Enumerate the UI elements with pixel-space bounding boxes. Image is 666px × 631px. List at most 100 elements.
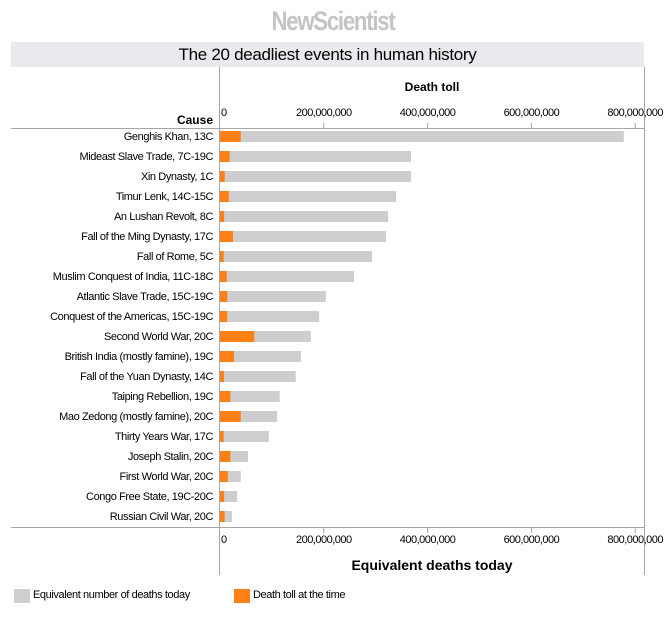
bottom-axis-ticks: 0 200,000,000 400,000,000 600,000,000 800,00… (221, 528, 664, 546)
bar-death-toll-at-time (220, 471, 228, 482)
newscientist-logo: NewScientist (271, 6, 395, 36)
bar-equivalent-today (220, 431, 269, 442)
bar-death-toll-at-time (220, 371, 224, 382)
bar-row: Xin Dynasty, 1C (141, 171, 411, 183)
bar-row: Mao Zedong (mostly famine), 20C (59, 411, 278, 423)
top-tick-label: 400,000,000 (400, 107, 456, 119)
legend-label-today: Equivalent number of deaths today (33, 589, 190, 601)
category-label: Genghis Khan, 13C (124, 131, 214, 143)
bar-death-toll-at-time (220, 451, 231, 462)
bar-row: Mideast Slave Trade, 7C-19C (80, 151, 411, 163)
category-label: Taiping Rebellion, 19C (112, 391, 214, 403)
category-label: An Lushan Revolt, 8C (114, 211, 213, 223)
bar-death-toll-at-time (220, 431, 224, 442)
bar-death-toll-at-time (220, 211, 225, 222)
top-axis-label: Death toll (405, 80, 460, 94)
chart-title: The 20 deadliest events in human history (178, 45, 477, 64)
bar-row: First World War, 20C (120, 471, 241, 483)
bar-death-toll-at-time (220, 271, 227, 282)
bottom-tick-label: 800,000,000 (607, 534, 663, 546)
category-label: Russian Civil War, 20C (110, 511, 214, 523)
bar-row: Thirty Years War, 17C (115, 431, 269, 443)
bar-equivalent-today (220, 291, 326, 302)
bar-equivalent-today (220, 371, 296, 382)
legend-label-at-time: Death toll at the time (253, 589, 346, 601)
bottom-tick-label: 600,000,000 (504, 534, 560, 546)
category-label: Muslim Conquest of India, 11C-18C (53, 271, 214, 283)
category-label: Fall of the Ming Dynasty, 17C (81, 231, 213, 243)
bar-row: British India (mostly famine), 19C (65, 351, 301, 363)
bar-row: An Lushan Revolt, 8C (114, 211, 389, 223)
bar-death-toll-at-time (220, 411, 241, 422)
bar-row: Congo Free State, 19C-20C (86, 491, 238, 503)
top-tick-label: 600,000,000 (504, 107, 560, 119)
top-tick-label: 800,000,000 (607, 107, 663, 119)
legend-swatch-today (14, 589, 30, 603)
category-label: Mao Zedong (mostly famine), 20C (59, 411, 213, 423)
category-label: First World War, 20C (120, 471, 214, 483)
bar-death-toll-at-time (220, 391, 231, 402)
bar-equivalent-today (220, 351, 301, 362)
bar-death-toll-at-time (220, 231, 233, 242)
category-label: Atlantic Slave Trade, 15C-19C (77, 291, 214, 303)
bar-death-toll-at-time (220, 351, 235, 362)
bar-row: Second World War, 20C (104, 331, 311, 343)
category-label: Congo Free State, 19C-20C (86, 491, 213, 503)
bar-death-toll-at-time (220, 131, 241, 142)
chart-rows: Genghis Khan, 13C Mideast Slave Trade, 7C… (50, 131, 624, 523)
bar-equivalent-today (220, 331, 311, 342)
bar-death-toll-at-time (220, 511, 225, 522)
category-label: Fall of Rome, 5C (137, 251, 214, 263)
bar-row: Muslim Conquest of India, 11C-18C (53, 271, 354, 283)
bar-death-toll-at-time (220, 171, 225, 182)
bar-death-toll-at-time (220, 251, 224, 262)
x-axis-label: Equivalent deaths today (351, 557, 512, 573)
bar-equivalent-today (220, 491, 238, 502)
bottom-tick-label: 400,000,000 (400, 534, 456, 546)
bottom-tick-label: 200,000,000 (296, 534, 352, 546)
category-label: Conquest of the Americas, 15C-19C (50, 311, 213, 323)
bottom-tick-label: 0 (221, 534, 227, 546)
bar-equivalent-today (220, 231, 387, 242)
bar-death-toll-at-time (220, 331, 255, 342)
category-label: Timur Lenk, 14C-15C (116, 191, 214, 203)
bar-death-toll-at-time (220, 491, 225, 502)
category-label: Xin Dynasty, 1C (141, 171, 214, 183)
category-label: Joseph Stalin, 20C (128, 451, 214, 463)
chart-frame (11, 67, 645, 575)
bar-equivalent-today (220, 451, 249, 462)
bar-equivalent-today (220, 471, 241, 482)
bar-row: Genghis Khan, 13C (124, 131, 624, 143)
category-label: British India (mostly famine), 19C (65, 351, 214, 363)
bar-equivalent-today (220, 391, 280, 402)
bar-row: Fall of Rome, 5C (137, 251, 373, 263)
bar-equivalent-today (220, 251, 373, 262)
top-axis-ticks: 0 200,000,000 400,000,000 600,000,000 800,00… (221, 107, 664, 128)
y-axis-label: Cause (177, 113, 213, 127)
bar-equivalent-today (220, 271, 354, 282)
category-label: Mideast Slave Trade, 7C-19C (80, 151, 214, 163)
bar-row: Timur Lenk, 14C-15C (116, 191, 396, 203)
bar-row: Fall of the Ming Dynasty, 17C (81, 231, 387, 243)
title-band (11, 42, 644, 67)
category-label: Thirty Years War, 17C (115, 431, 214, 443)
bar-equivalent-today (220, 211, 389, 222)
bar-equivalent-today (220, 131, 624, 142)
bar-death-toll-at-time (220, 191, 229, 202)
bar-death-toll-at-time (220, 291, 228, 302)
legend-swatch-at-time (234, 589, 250, 603)
bar-equivalent-today (220, 311, 320, 322)
bar-equivalent-today (220, 151, 411, 162)
bar-equivalent-today (220, 191, 396, 202)
bar-row: Fall of the Yuan Dynasty, 14C (80, 371, 296, 383)
bar-death-toll-at-time (220, 311, 228, 322)
category-label: Fall of the Yuan Dynasty, 14C (80, 371, 213, 383)
bar-row: Atlantic Slave Trade, 15C-19C (77, 291, 326, 303)
bar-death-toll-at-time (220, 151, 230, 162)
bar-row: Conquest of the Americas, 15C-19C (50, 311, 320, 323)
category-label: Second World War, 20C (104, 331, 213, 343)
top-tick-label: 0 (221, 107, 227, 119)
bar-equivalent-today (220, 511, 232, 522)
bar-equivalent-today (220, 171, 411, 182)
